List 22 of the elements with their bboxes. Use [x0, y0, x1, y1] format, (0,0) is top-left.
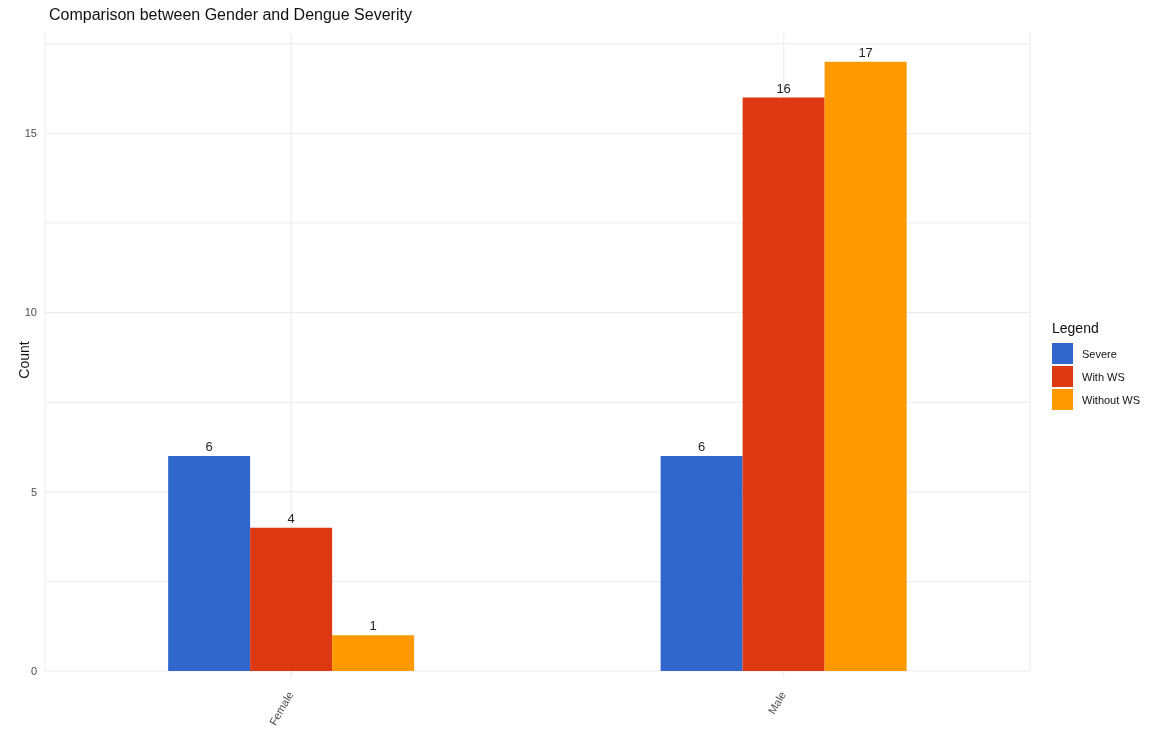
legend-label: Without WS — [1082, 393, 1141, 406]
bar — [332, 635, 415, 671]
bar — [742, 97, 825, 671]
bar — [168, 455, 251, 671]
bar — [824, 61, 907, 671]
bar — [250, 527, 333, 671]
y-tick-label: 15 — [24, 127, 37, 140]
data-label: 6 — [698, 438, 706, 454]
data-label: 1 — [369, 618, 377, 634]
y-tick-label: 10 — [24, 306, 37, 319]
y-axis-title: Count — [16, 340, 32, 380]
data-label: 4 — [287, 510, 295, 526]
chart-title: Comparison between Gender and Dengue Severity — [49, 6, 412, 24]
legend-label: Severe — [1082, 347, 1117, 360]
y-tick-label: 0 — [30, 664, 37, 677]
data-label: 6 — [205, 438, 213, 454]
y-tick-label: 5 — [30, 485, 37, 498]
data-label: 16 — [776, 80, 791, 96]
legend-label: With WS — [1082, 370, 1125, 383]
legend-title: Legend — [1052, 320, 1100, 336]
bar — [660, 455, 743, 671]
data-label: 17 — [858, 44, 873, 60]
